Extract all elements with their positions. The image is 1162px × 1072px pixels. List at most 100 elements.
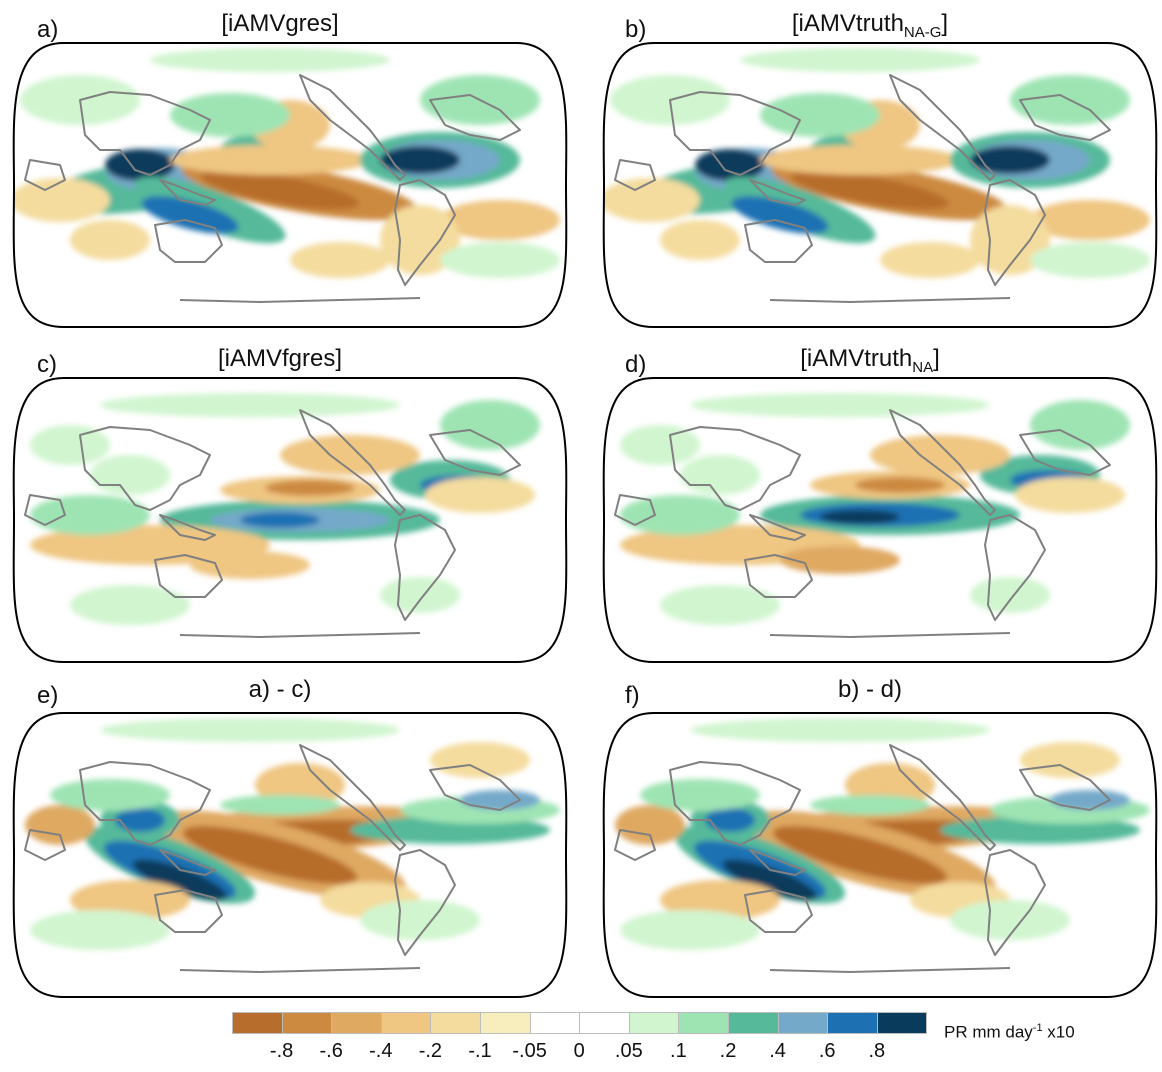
map-svg bbox=[602, 712, 1158, 998]
colorbar-box bbox=[430, 1012, 481, 1034]
coastlines bbox=[614, 409, 1111, 638]
precip-anomaly-region bbox=[90, 455, 170, 495]
precip-anomaly-region bbox=[740, 48, 980, 72]
colorbar-label: PR mm day-1 x10 bbox=[944, 1022, 1075, 1043]
precip-field bbox=[604, 378, 1156, 662]
coastline bbox=[79, 91, 211, 176]
coastlines bbox=[614, 74, 1111, 303]
colorbar-box bbox=[579, 1012, 630, 1034]
coastline bbox=[24, 829, 66, 861]
precip-anomaly-region bbox=[810, 795, 930, 815]
map-panel-c: c) [iAMVfgres] bbox=[0, 335, 568, 665]
coastlines bbox=[614, 744, 1111, 973]
panel-title: a) - c) bbox=[0, 676, 560, 707]
colorbar-box bbox=[728, 1012, 779, 1034]
precip-anomaly-region bbox=[30, 495, 150, 535]
colorbar-tick-label: .6 bbox=[818, 1040, 836, 1062]
coastline bbox=[299, 409, 406, 516]
precip-anomaly-region bbox=[603, 178, 700, 222]
precip-anomaly-region bbox=[170, 93, 290, 137]
coastline bbox=[394, 849, 456, 956]
panel-letter: b) bbox=[625, 16, 647, 43]
precip-anomaly-region bbox=[760, 145, 960, 175]
map-border bbox=[12, 712, 568, 998]
colorbar-tick-label: -.1 bbox=[468, 1040, 492, 1062]
coastline bbox=[154, 219, 223, 263]
precip-anomaly-region bbox=[141, 196, 239, 234]
coastline bbox=[669, 91, 801, 176]
precip-anomaly-region bbox=[30, 425, 110, 465]
coastline bbox=[159, 179, 216, 206]
panel-letter: c) bbox=[37, 351, 57, 378]
precip-anomaly-region bbox=[855, 477, 945, 493]
precip-anomaly-region bbox=[772, 825, 948, 885]
panel-title: [iAMVtruthNA-G] bbox=[590, 10, 1150, 41]
panel-title: b) - d) bbox=[590, 676, 1150, 707]
colorbar-tick-label: -.2 bbox=[418, 1040, 443, 1062]
coastline bbox=[79, 426, 211, 511]
precip-anomaly-region bbox=[970, 205, 1050, 275]
colorbar-tick-label: -.8 bbox=[269, 1040, 294, 1062]
precip-field bbox=[14, 378, 566, 662]
coastline bbox=[154, 889, 223, 933]
precip-anomaly-region bbox=[182, 825, 358, 885]
colorbar-box bbox=[678, 1012, 729, 1034]
map-svg bbox=[12, 712, 568, 998]
precip-anomaly-region bbox=[25, 805, 95, 845]
colorbar-box bbox=[281, 1012, 333, 1034]
colorbar-tick-label: .1 bbox=[670, 1040, 687, 1062]
panel-title-close: ] bbox=[941, 10, 949, 37]
coastlines bbox=[24, 744, 521, 973]
precip-anomaly-region bbox=[280, 435, 420, 475]
coastline bbox=[614, 494, 656, 526]
colorbar-box bbox=[331, 1012, 382, 1034]
coastline bbox=[394, 514, 456, 621]
coastline bbox=[889, 744, 996, 851]
coastline bbox=[769, 632, 1011, 638]
coastline bbox=[299, 74, 406, 181]
precip-anomaly-region bbox=[201, 170, 359, 210]
panel-letter: e) bbox=[37, 682, 59, 709]
colorbar: -.8 -.6 -.4 -.2 -.1 -.05 0 .05 .1 .2 .4 .6 .8 PR mm … bbox=[232, 1012, 1152, 1072]
map-border bbox=[602, 712, 1158, 998]
precip-anomaly-region bbox=[70, 220, 150, 260]
panel-title-close: ] bbox=[332, 10, 339, 37]
precip-field bbox=[604, 713, 1156, 997]
coastlines bbox=[24, 409, 521, 638]
coastline bbox=[744, 889, 813, 933]
map-svg bbox=[602, 377, 1158, 663]
precip-anomaly-region bbox=[680, 455, 760, 495]
precip-anomaly-region bbox=[30, 910, 170, 950]
precip-anomaly-region bbox=[1030, 200, 1150, 240]
coastline bbox=[669, 761, 801, 846]
map-svg bbox=[602, 42, 1158, 328]
coastline bbox=[669, 426, 801, 511]
coastline bbox=[429, 94, 521, 141]
panel-title-main: [iAMVgres bbox=[221, 10, 333, 37]
precip-anomaly-region bbox=[150, 48, 390, 72]
precip-anomaly-region bbox=[70, 585, 190, 625]
coastline bbox=[744, 219, 813, 263]
precip-anomaly-region bbox=[440, 200, 560, 240]
map-border bbox=[12, 377, 568, 663]
map-svg bbox=[12, 42, 568, 328]
coastline bbox=[889, 74, 996, 181]
precip-anomaly-region bbox=[690, 393, 990, 417]
colorbar-box bbox=[480, 1012, 531, 1034]
precip-anomaly-region bbox=[50, 779, 170, 811]
precip-anomaly-region bbox=[380, 577, 460, 613]
map-panel-b: b) [iAMVtruthNA-G] bbox=[590, 0, 1158, 330]
precip-anomaly-region bbox=[1015, 477, 1125, 513]
colorbar-box bbox=[380, 1012, 432, 1034]
colorbar-tick-label: -.6 bbox=[319, 1040, 343, 1062]
panel-letter: d) bbox=[625, 351, 647, 378]
precip-field bbox=[603, 43, 1156, 327]
map-panel-a: a) [iAMVgres] bbox=[0, 0, 568, 330]
panel-title-close: ] bbox=[335, 345, 343, 372]
precip-anomaly-region bbox=[360, 900, 480, 940]
colorbar-tick-label: -.05 bbox=[512, 1040, 547, 1062]
colorbar-box bbox=[232, 1012, 283, 1034]
panel-title-close: ] bbox=[933, 345, 940, 372]
precip-anomaly-region bbox=[970, 577, 1050, 613]
colorbar-tick-label: .4 bbox=[769, 1040, 786, 1062]
